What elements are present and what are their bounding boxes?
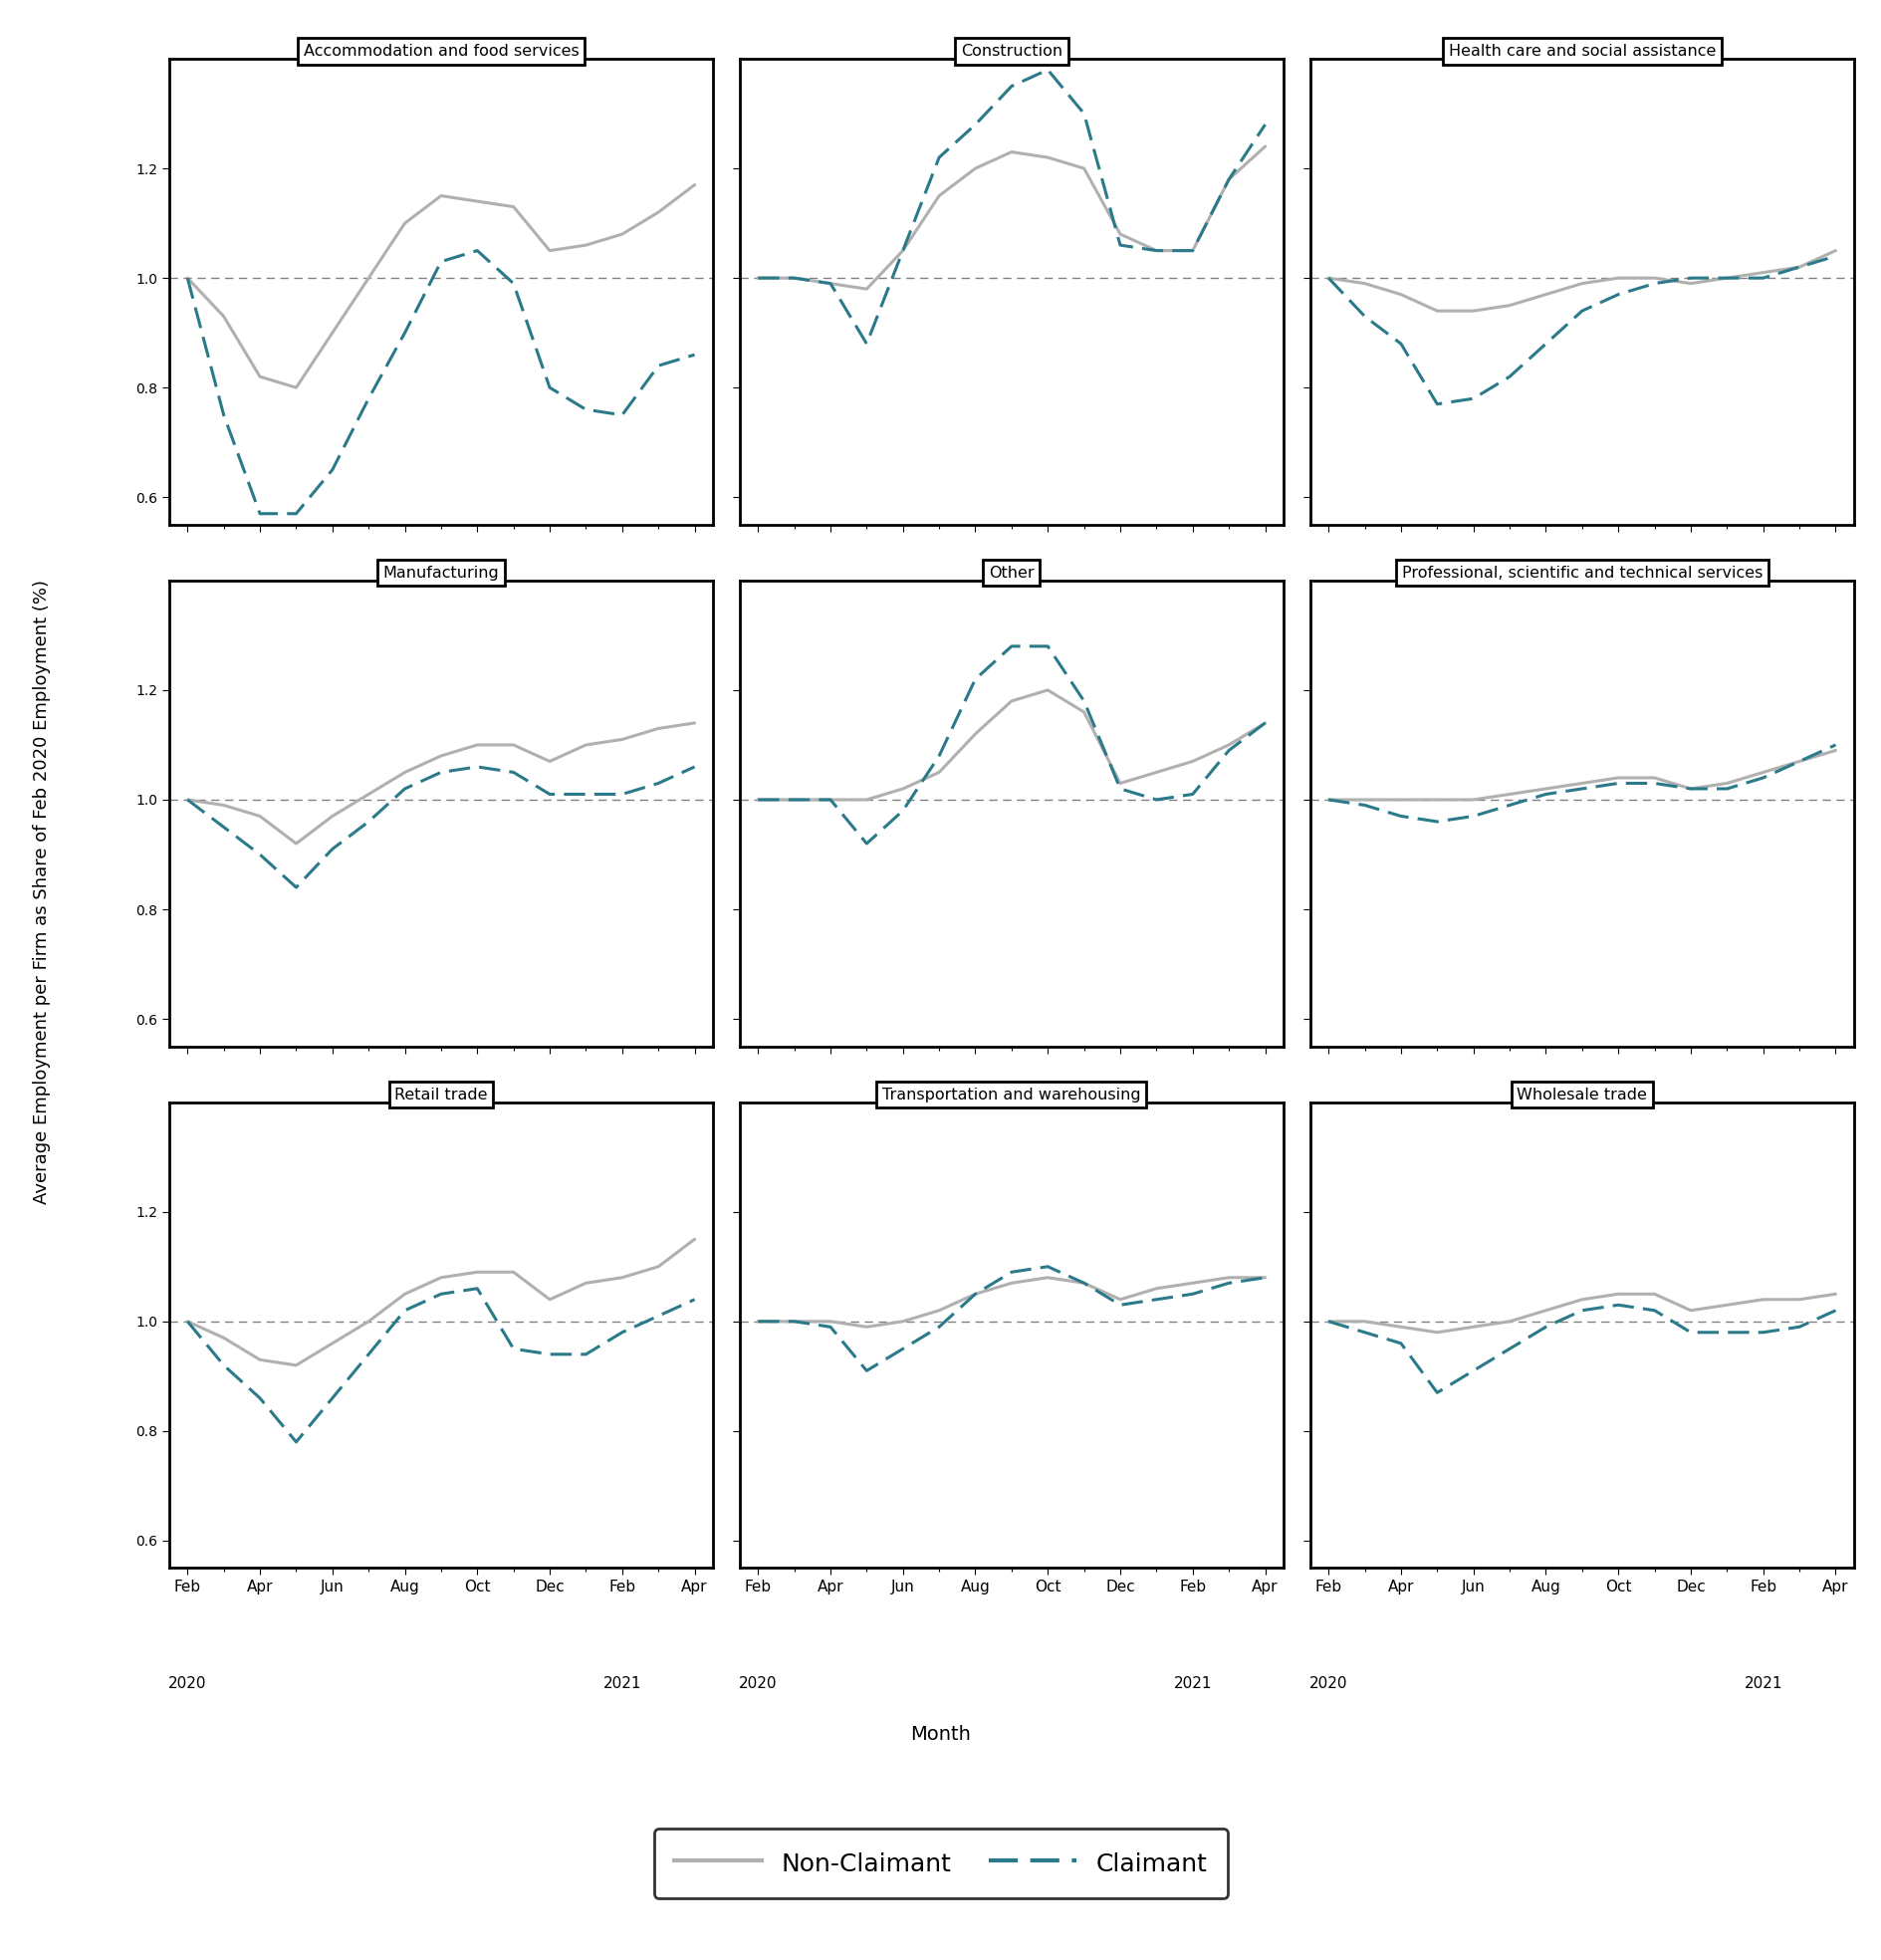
Text: Accommodation and food services: Accommodation and food services (303, 43, 579, 59)
Text: 2021: 2021 (1744, 1676, 1781, 1691)
Legend: Non-Claimant, Claimant: Non-Claimant, Claimant (655, 1829, 1226, 1899)
Text: Month: Month (910, 1725, 971, 1744)
Text: 2020: 2020 (739, 1676, 777, 1691)
Text: Retail trade: Retail trade (395, 1088, 487, 1102)
Text: 2021: 2021 (1174, 1676, 1211, 1691)
Text: Transportation and warehousing: Transportation and warehousing (882, 1088, 1140, 1102)
Text: Manufacturing: Manufacturing (382, 566, 498, 580)
Text: Construction: Construction (959, 43, 1063, 59)
Text: 2021: 2021 (602, 1676, 641, 1691)
Text: 2020: 2020 (1309, 1676, 1347, 1691)
Text: Health care and social assistance: Health care and social assistance (1448, 43, 1715, 59)
Text: Professional, scientific and technical services: Professional, scientific and technical s… (1401, 566, 1762, 580)
Text: Average Employment per Firm as Share of Feb 2020 Employment (%): Average Employment per Firm as Share of … (32, 580, 51, 1203)
Text: 2020: 2020 (167, 1676, 207, 1691)
Text: Wholesale trade: Wholesale trade (1516, 1088, 1646, 1102)
Text: Other: Other (988, 566, 1035, 580)
